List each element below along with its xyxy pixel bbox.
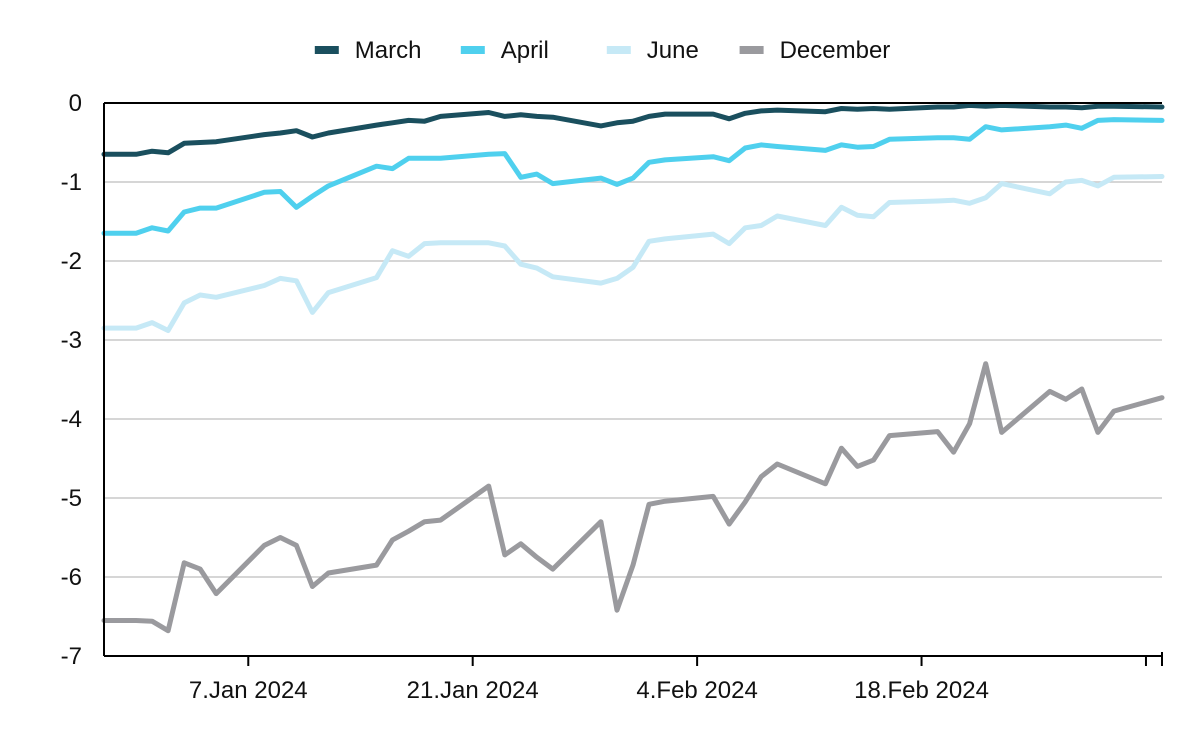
x-tick-label: 7.Jan 2024 (189, 677, 308, 704)
y-tick-label: -7 (61, 643, 82, 670)
grid-lines (104, 181, 1162, 578)
series-line-april (101, 117, 1165, 236)
legend-swatch (606, 46, 631, 54)
series-line-june (101, 174, 1165, 333)
y-tick-label: -2 (61, 248, 82, 275)
y-tick-label: -1 (61, 169, 82, 196)
legend-label: March (355, 37, 422, 64)
y-tick-label: -3 (61, 327, 82, 354)
axes (103, 102, 1163, 666)
legend-label: April (501, 37, 549, 64)
series-line-december (101, 361, 1165, 634)
legend-swatch (460, 46, 485, 54)
x-tick-label: 4.Feb 2024 (636, 677, 757, 704)
y-tick-labels: 0 -1 -2 -3 -4 -5 -6 -7 (61, 90, 82, 670)
legend-item-march: March (314, 37, 422, 64)
y-tick-label: -4 (61, 406, 82, 433)
x-tick-label: 21.Jan 2024 (407, 677, 539, 704)
legend-label: June (647, 37, 699, 64)
y-tick-label: 0 (69, 90, 82, 117)
legend-swatch (314, 46, 339, 54)
legend-label: December (780, 37, 891, 64)
y-tick-label: -6 (61, 564, 82, 591)
legend-item-june: June (606, 37, 699, 64)
x-tick-labels: 7.Jan 2024 21.Jan 2024 4.Feb 2024 18.Feb 20… (189, 677, 989, 704)
y-tick-label: -5 (61, 485, 82, 512)
x-tick-label: 18.Feb 2024 (854, 677, 989, 704)
legend-item-december: December (739, 37, 891, 64)
legend-swatch (739, 46, 764, 54)
legend: March April June December (314, 37, 891, 64)
legend-item-april: April (460, 37, 549, 64)
series-line-march (101, 102, 1165, 157)
series-layer (101, 102, 1165, 634)
